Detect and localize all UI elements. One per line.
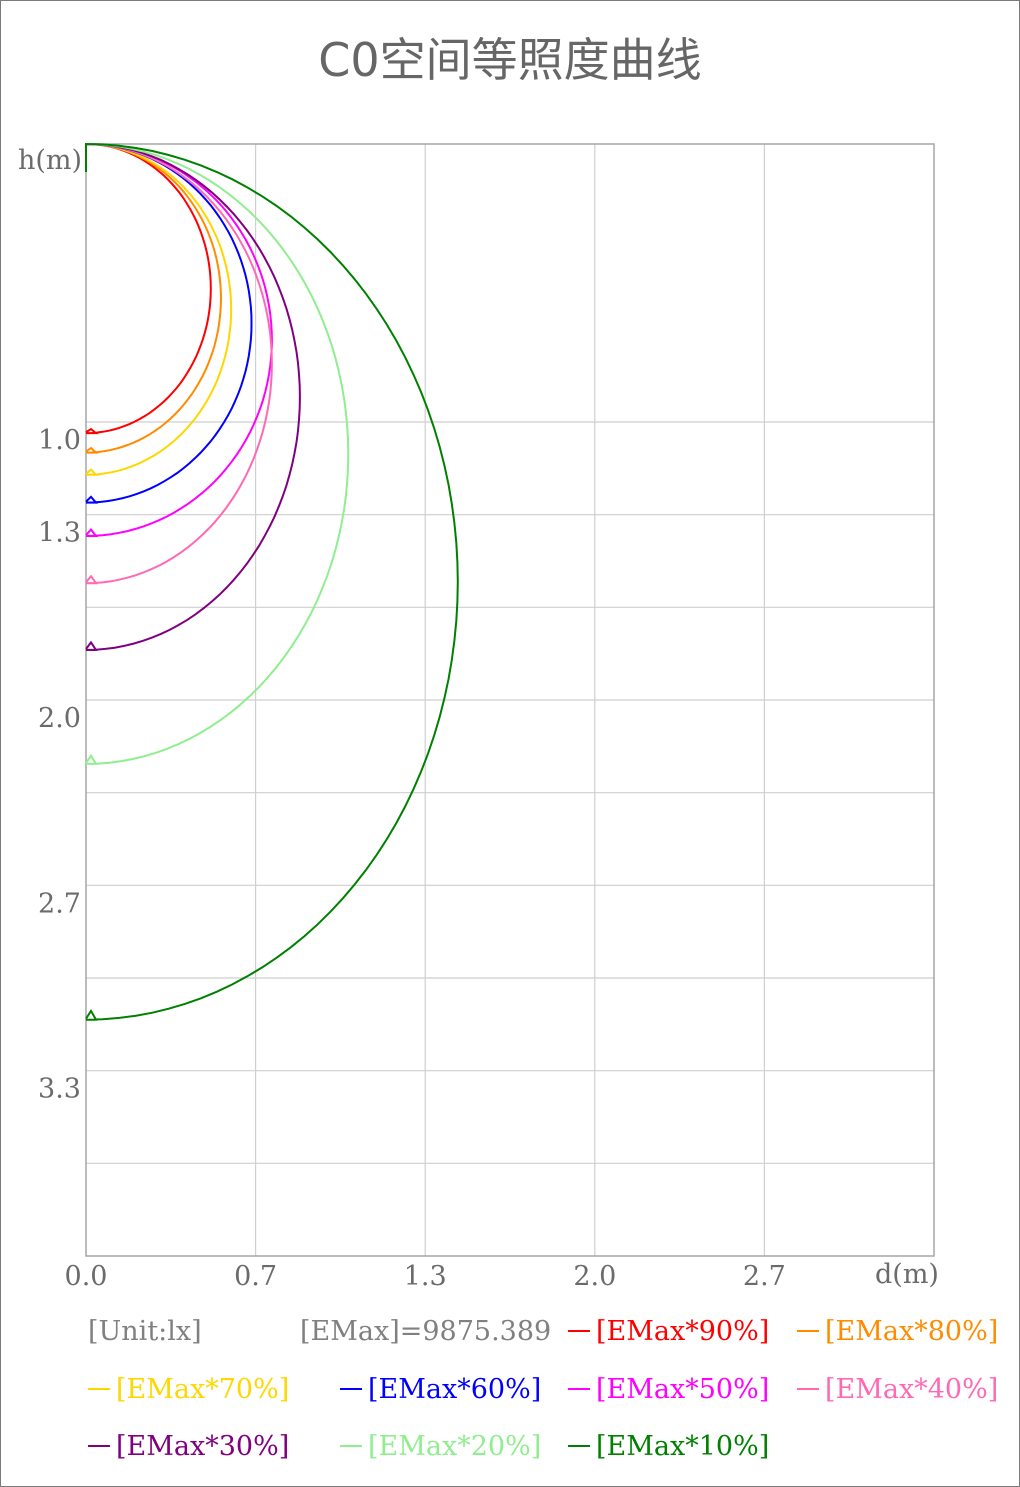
y-tick-label: 2.7 — [38, 888, 81, 919]
isolux-curve — [85, 142, 273, 585]
y-tick-label: 1.3 — [38, 518, 81, 549]
x-tick-label: 1.3 — [404, 1261, 447, 1292]
legend-entry: [EMax*90%] — [596, 1316, 769, 1347]
x-tick-label: 0.0 — [65, 1261, 108, 1292]
y-tick-label: 2.0 — [38, 703, 81, 734]
legend-entry: [EMax*20%] — [368, 1431, 541, 1462]
isolux-curve — [85, 142, 253, 504]
isolux-curve — [85, 142, 212, 435]
legend-entry: [EMax*60%] — [368, 1374, 541, 1405]
isolux-curve — [85, 142, 459, 1021]
y-tick-label: 1.0 — [38, 425, 81, 456]
grid — [86, 144, 934, 1256]
legend-entry: [EMax*30%] — [116, 1431, 289, 1462]
x-axis-label: d(m) — [875, 1259, 939, 1290]
emax-label: [EMax]=9875.389 — [300, 1316, 551, 1347]
isolux-curve — [85, 142, 223, 454]
legend-entry: [EMax*10%] — [596, 1431, 769, 1462]
x-tick-label: 2.0 — [573, 1261, 616, 1292]
axes — [85, 143, 935, 1257]
unit-label: [Unit:lx] — [88, 1316, 202, 1347]
chart-title: C0空间等照度曲线 — [318, 33, 701, 87]
isolux-curve — [85, 142, 350, 765]
isolux-curve — [85, 142, 301, 651]
legend-entry: [EMax*50%] — [596, 1374, 769, 1405]
y-tick-label: 3.3 — [38, 1074, 81, 1105]
y-axis-label: h(m) — [18, 145, 82, 176]
isolux-curve — [85, 142, 233, 476]
x-tick-label: 0.7 — [234, 1261, 277, 1292]
legend-entry: [EMax*70%] — [116, 1374, 289, 1405]
legend-entry: [EMax*80%] — [825, 1316, 998, 1347]
plot-border — [85, 143, 935, 1257]
tick-labels: 0.0 0.7 1.3 2.0 2.7 1.0 1.3 2.0 2.7 3.3 — [38, 425, 786, 1292]
legend-entry: [EMax*40%] — [825, 1374, 998, 1405]
isolux-curves — [85, 142, 459, 1021]
legend: [Unit:lx] [EMax]=9875.389 [EMax*90%] [EMa… — [88, 1316, 998, 1462]
x-tick-label: 2.7 — [743, 1261, 786, 1292]
